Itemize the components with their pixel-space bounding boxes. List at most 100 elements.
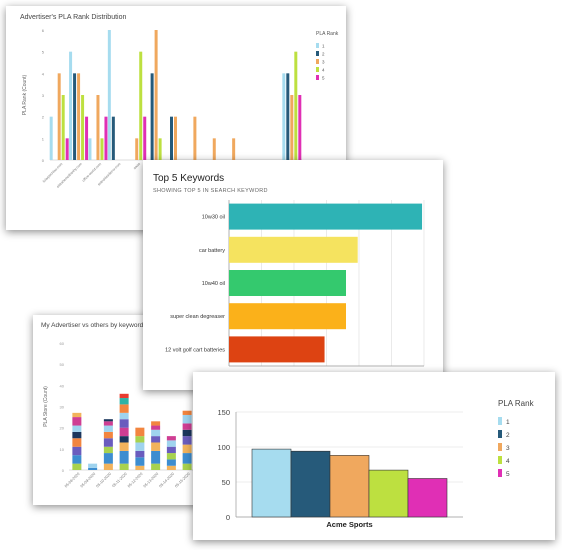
x-tick-label: aaaa	[133, 162, 141, 170]
y-tick-label: 100	[217, 443, 230, 452]
bar-c3-rank-5	[104, 116, 108, 160]
acme-bar-rank-3	[329, 455, 370, 518]
bar-c6-rank-2	[150, 73, 154, 160]
bar-c13-rank-1	[282, 73, 286, 160]
keyword-bar	[229, 336, 325, 363]
x-tick-label: 05-14-2020	[159, 472, 176, 489]
x-tick-label: 05-13-2020	[143, 472, 160, 489]
bar-c2-rank-4	[81, 95, 85, 160]
bar-c2-rank-5	[85, 116, 89, 160]
bar-c6-rank-4	[158, 138, 162, 160]
y-tick-label: 40	[60, 383, 65, 388]
legend-swatch-rank-3	[498, 443, 502, 451]
legend-swatch-rank-1	[498, 417, 502, 425]
top-keywords-card: Top 5 Keywords SHOWING TOP 5 IN SEARCH K…	[143, 160, 443, 390]
stacked-segment	[103, 425, 113, 432]
y-tick-label: 150	[217, 408, 230, 417]
legend-swatch-rank-4	[498, 456, 502, 464]
legend-swatch-rank-2	[498, 430, 502, 438]
bar-c3-rank-3	[96, 95, 100, 160]
x-category-label: Acme Sports	[326, 520, 372, 529]
y-tick-label: 0	[62, 468, 65, 473]
stacked-segment	[103, 419, 113, 422]
stacked-segment	[135, 427, 145, 437]
x-tick-label: 05-09-2020	[80, 472, 97, 489]
x-tick-label: 05-11-2020	[111, 472, 127, 488]
stacked-segment	[135, 450, 145, 458]
legend-label: 4	[322, 68, 325, 73]
y-axis-label: PLA Rank (Count)	[22, 75, 28, 116]
stacked-segment	[151, 425, 161, 430]
keyword-bar	[229, 270, 346, 296]
stacked-segment	[151, 421, 161, 426]
stacked-segment	[103, 463, 113, 470]
stacked-segment	[72, 455, 82, 464]
y-tick-label: 60	[60, 341, 65, 346]
bar-c2-rank-1	[69, 51, 73, 160]
bar-c13-rank-5	[298, 95, 302, 160]
stacked-segment	[135, 442, 145, 451]
stacked-segment	[151, 442, 161, 451]
stacked-segment	[182, 453, 192, 464]
x-tick-label: lolarpachiau.com	[42, 162, 64, 184]
stacked-segment	[119, 398, 129, 405]
y-axis-label: PLA Store (Count)	[43, 386, 49, 427]
stacked-segment	[72, 446, 82, 456]
bar-c9-rank-3	[212, 138, 216, 160]
bar-c10-rank-3	[232, 138, 236, 160]
legend-swatch-rank-4	[316, 67, 319, 72]
stacked-segment	[119, 412, 129, 420]
x-tick-label: 05-12-2020	[127, 472, 144, 489]
bar-c13-rank-2	[286, 73, 290, 160]
stacked-segment	[103, 431, 113, 439]
keyword-label: car battery	[199, 248, 225, 254]
stacked-segment	[72, 425, 82, 432]
keyword-label: 12 volt golf cart batteries	[165, 347, 225, 353]
rank-distribution-title: Advertiser's PLA Rank Distribution	[20, 14, 127, 21]
stacked-segment	[88, 463, 98, 468]
y-tick-label: 50	[222, 478, 230, 487]
bar-c3-rank-4	[100, 138, 104, 160]
stacked-segment	[119, 463, 129, 470]
keyword-bar	[229, 203, 423, 230]
keyword-bar	[229, 236, 358, 263]
acme-bar-rank-2	[290, 450, 331, 518]
stacked-segment	[182, 429, 192, 437]
keyword-bar	[229, 303, 346, 330]
stacked-segment	[135, 457, 145, 466]
stacked-segment	[103, 438, 113, 447]
y-tick-label: 5	[42, 50, 45, 55]
bar-c1-rank-3	[57, 73, 61, 160]
stacked-segment	[135, 465, 145, 470]
legend-title: PLA Rank	[498, 399, 535, 408]
stacked-segment	[119, 450, 129, 464]
y-tick-label: 2	[42, 115, 45, 120]
stacked-segment	[103, 421, 113, 426]
bar-c4-rank-2	[111, 116, 115, 160]
advertiser-vs-others-title: My Advertiser vs others by keyword	[41, 322, 144, 329]
bar-c13-rank-4	[294, 51, 298, 160]
stacked-segment	[182, 436, 192, 445]
bar-c1-rank-1	[49, 116, 53, 160]
bar-c5-rank-3	[135, 138, 139, 160]
stacked-segment	[166, 453, 176, 460]
bar-c1-rank-5	[65, 138, 69, 160]
stacked-segment	[166, 459, 176, 466]
top-keywords-subtitle: SHOWING TOP 5 IN SEARCH KEYWORD	[153, 188, 268, 194]
stacked-segment	[119, 404, 129, 413]
y-tick-label: 1	[42, 136, 45, 141]
bar-c2-rank-3	[77, 73, 81, 160]
stacked-segment	[119, 427, 129, 437]
keyword-label: 10w30 oil	[202, 215, 225, 221]
legend-swatch-rank-3	[316, 59, 319, 64]
x-tick-label: office-world.com	[81, 162, 102, 183]
legend-title: PLA Rank	[316, 31, 339, 37]
stacked-segment	[166, 436, 176, 441]
stacked-segment	[135, 436, 145, 443]
stacked-segment	[182, 463, 192, 470]
stacked-segment	[119, 393, 129, 399]
legend-swatch-rank-5	[498, 469, 502, 477]
bar-c7-rank-2	[170, 116, 173, 160]
keyword-label: 10w40 oil	[202, 281, 225, 287]
acme-bar-rank-1	[251, 448, 292, 518]
